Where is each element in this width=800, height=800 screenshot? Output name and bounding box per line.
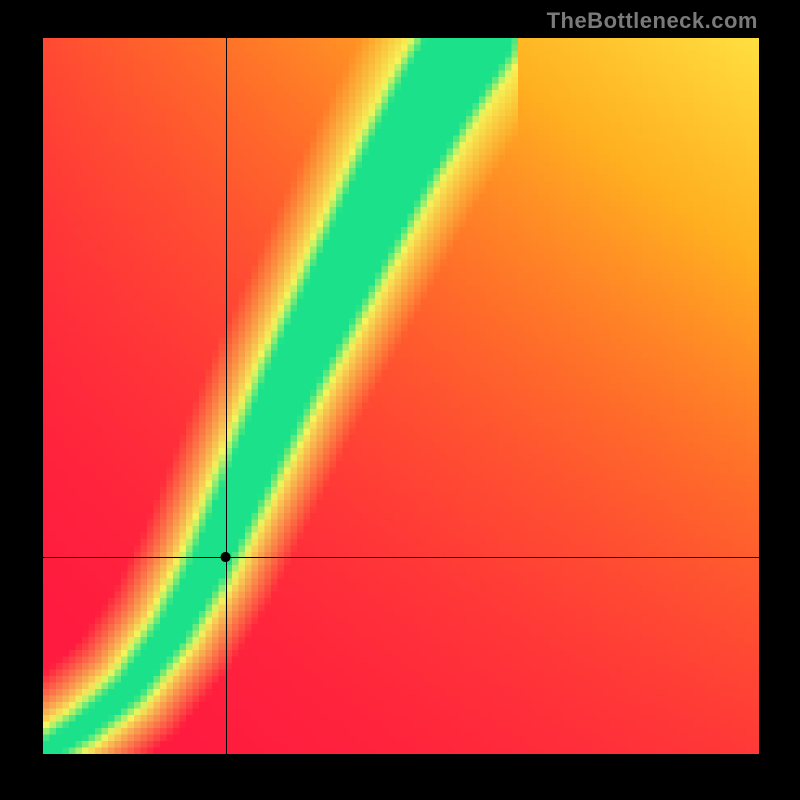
watermark-text: TheBottleneck.com (547, 8, 758, 34)
overlay-canvas (43, 38, 759, 754)
chart-container: TheBottleneck.com (0, 0, 800, 800)
plot-area (43, 38, 759, 754)
